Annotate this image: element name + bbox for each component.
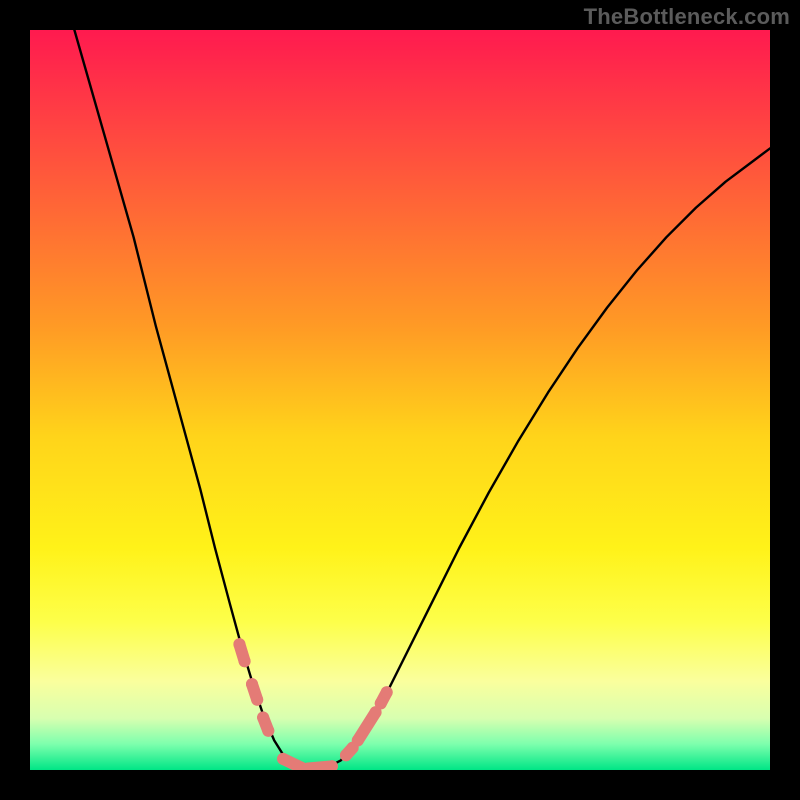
curve-marker-cap <box>246 678 258 690</box>
gradient-background <box>30 30 770 770</box>
curve-marker-cap <box>375 697 387 709</box>
chart-svg <box>30 30 770 770</box>
curve-marker-cap <box>277 753 289 765</box>
curve-marker-cap <box>352 734 364 746</box>
curve-marker-cap <box>233 638 245 650</box>
curve-marker-cap <box>262 725 274 737</box>
curve-marker-cap <box>381 686 393 698</box>
watermark-text: TheBottleneck.com <box>584 4 790 30</box>
curve-marker-cap <box>251 694 263 706</box>
plot-area <box>30 30 770 770</box>
curve-marker-cap <box>257 711 269 723</box>
outer-frame: TheBottleneck.com <box>0 0 800 800</box>
curve-marker-cap <box>239 655 251 667</box>
